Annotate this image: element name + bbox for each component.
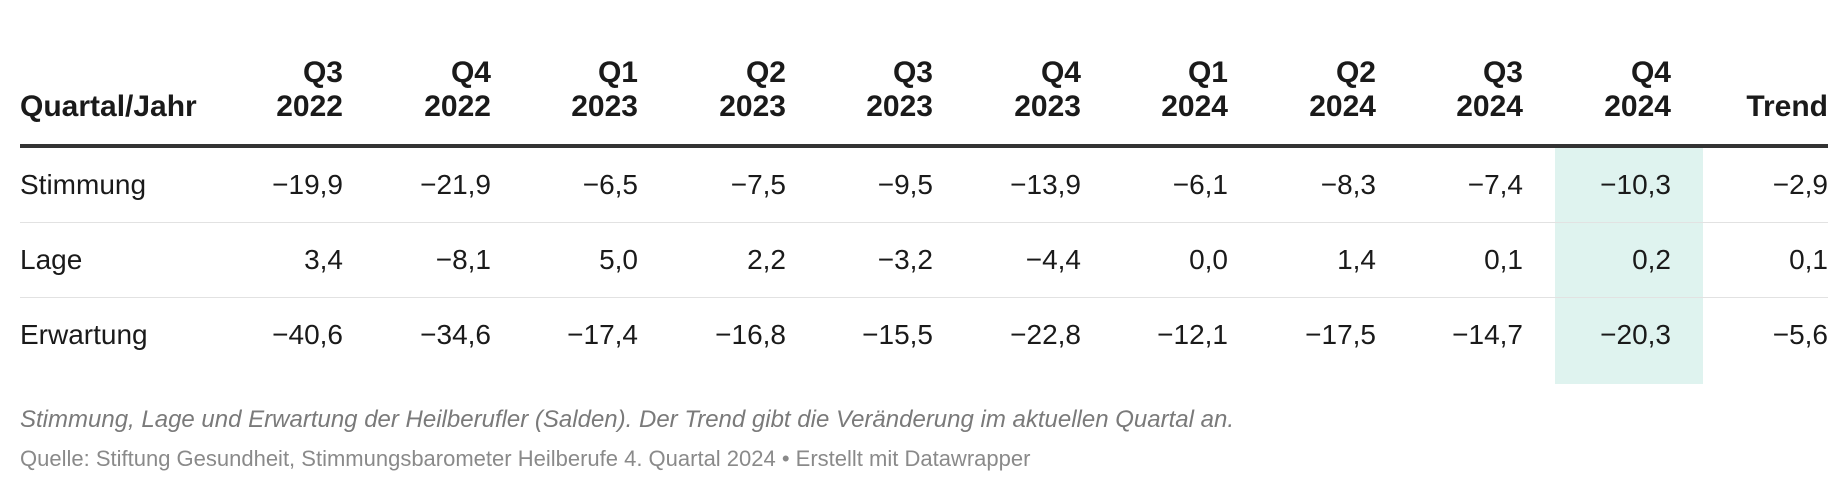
table-cell: −9,5 xyxy=(818,146,965,223)
header-trend: Trend xyxy=(1703,0,1828,148)
table-cell: −7,4 xyxy=(1408,146,1555,223)
table-cell: −17,5 xyxy=(1305,319,1376,350)
header-q1-2024: Q1 2024 xyxy=(1113,0,1260,148)
trend-cell: −2,9 xyxy=(1703,146,1828,223)
table-cell: 0,0 xyxy=(1113,222,1260,298)
table-cell: −34,6 xyxy=(420,319,491,350)
header-q4-2022: Q4 2022 xyxy=(375,0,523,148)
trend-cell: −5,6 xyxy=(1772,319,1828,350)
header-q3-2022: Q3 2022 xyxy=(228,0,375,148)
highlighted-cell: −20,3 xyxy=(1555,297,1703,372)
table-cell: −13,9 xyxy=(965,146,1113,223)
table-row: Lage 3,4 −8,1 5,0 2,2 −3,2 −4,4 0,0 1,4 … xyxy=(20,222,1828,298)
chart-caption: Stimmung, Lage und Erwartung der Heilber… xyxy=(20,406,1234,433)
chart-source: Quelle: Stiftung Gesundheit, Stimmungsba… xyxy=(20,446,1031,471)
highlighted-cell: −10,3 xyxy=(1555,146,1703,223)
header-q1-2023: Q1 2023 xyxy=(523,0,670,148)
table-cell: −8,3 xyxy=(1260,146,1408,223)
header-q3-2023: Q3 2023 xyxy=(818,0,965,148)
table-cell: 0,1 xyxy=(1408,222,1555,298)
table-cell: −16,8 xyxy=(715,319,786,350)
table-cell: −22,8 xyxy=(1010,319,1081,350)
table-cell: 5,0 xyxy=(523,222,670,298)
table-row: Stimmung −19,9 −21,9 −6,5 −7,5 −9,5 −13,… xyxy=(20,146,1828,223)
row-label-erwartung: Erwartung xyxy=(20,319,148,350)
header-q2-2024: Q2 2024 xyxy=(1260,0,1408,148)
trend-cell: 0,1 xyxy=(1703,222,1828,298)
table-cell: 2,2 xyxy=(670,222,818,298)
table-cell: −14,7 xyxy=(1452,319,1523,350)
highlight-column-tail xyxy=(1555,370,1703,384)
sentiment-table: Quartal/Jahr Q3 2022 Q4 2022 Q1 2023 Q2 2023… xyxy=(20,0,1828,372)
header-q4-2024: Q4 2024 xyxy=(1555,0,1703,148)
header-row: Quartal/Jahr Q3 2022 Q4 2022 Q1 2023 Q2 2023… xyxy=(20,0,1828,148)
table-cell: −6,1 xyxy=(1113,146,1260,223)
table-cell: −40,6 xyxy=(272,319,343,350)
header-q2-2023: Q2 2023 xyxy=(670,0,818,148)
row-label-lage: Lage xyxy=(20,222,228,298)
header-q3-2024: Q3 2024 xyxy=(1408,0,1555,148)
highlighted-cell: 0,2 xyxy=(1555,222,1703,298)
table-cell: 3,4 xyxy=(228,222,375,298)
table-cell: −12,1 xyxy=(1157,319,1228,350)
table-cell: −7,5 xyxy=(670,146,818,223)
data-table-container: Quartal/Jahr Q3 2022 Q4 2022 Q1 2023 Q2 2023… xyxy=(20,0,1828,384)
table-cell: −6,5 xyxy=(523,146,670,223)
header-q4-2023: Q4 2023 xyxy=(965,0,1113,148)
table-cell: −21,9 xyxy=(375,146,523,223)
table-cell: −8,1 xyxy=(375,222,523,298)
table-row: Erwartung −40,6 −34,6 −17,4 −16,8 −15,5 … xyxy=(20,297,1828,372)
table-cell: −17,4 xyxy=(567,319,638,350)
table-cell: −15,5 xyxy=(862,319,933,350)
table-cell: 1,4 xyxy=(1260,222,1408,298)
row-label-stimmung: Stimmung xyxy=(20,146,228,223)
table-cell: −19,9 xyxy=(228,146,375,223)
table-cell: −4,4 xyxy=(965,222,1113,298)
header-label-quartal-jahr: Quartal/Jahr xyxy=(20,0,228,148)
table-cell: −3,2 xyxy=(818,222,965,298)
